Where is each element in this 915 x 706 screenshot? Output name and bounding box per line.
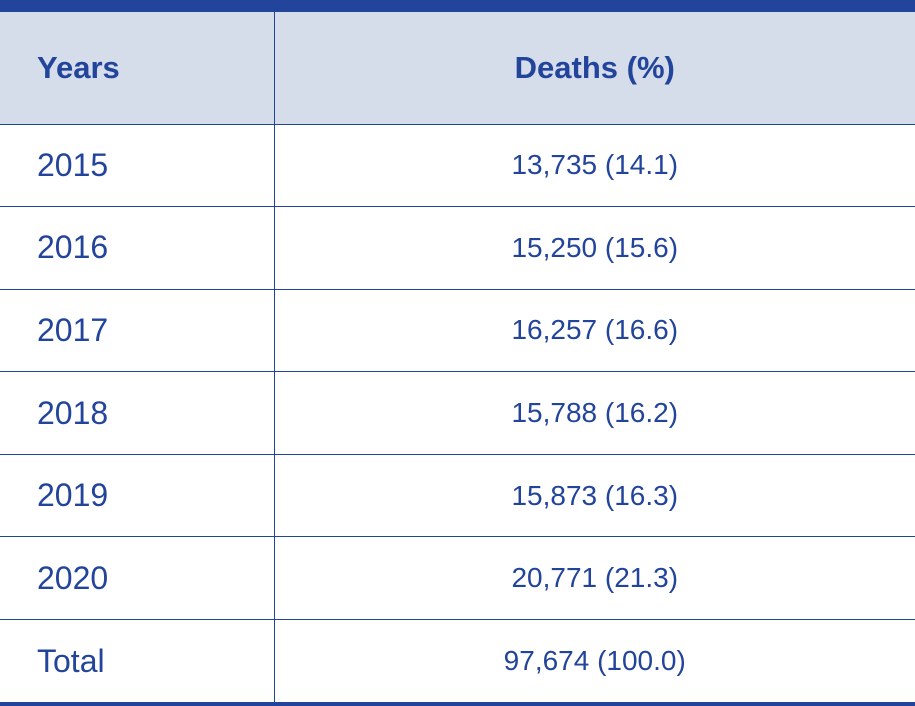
- table-header: Years Deaths (%): [0, 12, 915, 125]
- header-row: Years Deaths (%): [0, 12, 915, 125]
- table-row: 2017 16,257 (16.6): [0, 288, 915, 373]
- deaths-cell: 20,771 (21.3): [273, 536, 915, 621]
- deaths-cell: 15,873 (16.3): [273, 453, 915, 538]
- year-cell: 2020: [0, 536, 275, 621]
- deaths-cell: 13,735 (14.1): [273, 123, 915, 208]
- column-header-years: Years: [0, 12, 275, 125]
- deaths-cell: 16,257 (16.6): [273, 288, 915, 373]
- year-cell: 2016: [0, 206, 275, 290]
- table-row: 2018 15,788 (16.2): [0, 371, 915, 455]
- table-row: 2016 15,250 (15.6): [0, 206, 915, 290]
- table-row: 2020 20,771 (21.3): [0, 536, 915, 621]
- column-header-deaths: Deaths (%): [273, 12, 915, 125]
- deaths-cell: 15,788 (16.2): [273, 371, 915, 455]
- year-cell: 2018: [0, 371, 275, 455]
- total-deaths-cell: 97,674 (100.0): [273, 619, 915, 703]
- deaths-by-year-table: Years Deaths (%) 2015 13,735 (14.1) 2016…: [0, 12, 915, 703]
- deaths-cell: 15,250 (15.6): [273, 206, 915, 290]
- year-cell: 2015: [0, 123, 275, 208]
- year-cell: 2017: [0, 288, 275, 373]
- table-row: 2019 15,873 (16.3): [0, 453, 915, 538]
- total-row: Total 97,674 (100.0): [0, 619, 915, 703]
- table-row: 2015 13,735 (14.1): [0, 123, 915, 208]
- year-cell: 2019: [0, 453, 275, 538]
- total-label-cell: Total: [0, 619, 275, 703]
- table-body: 2015 13,735 (14.1) 2016 15,250 (15.6) 20…: [0, 123, 915, 703]
